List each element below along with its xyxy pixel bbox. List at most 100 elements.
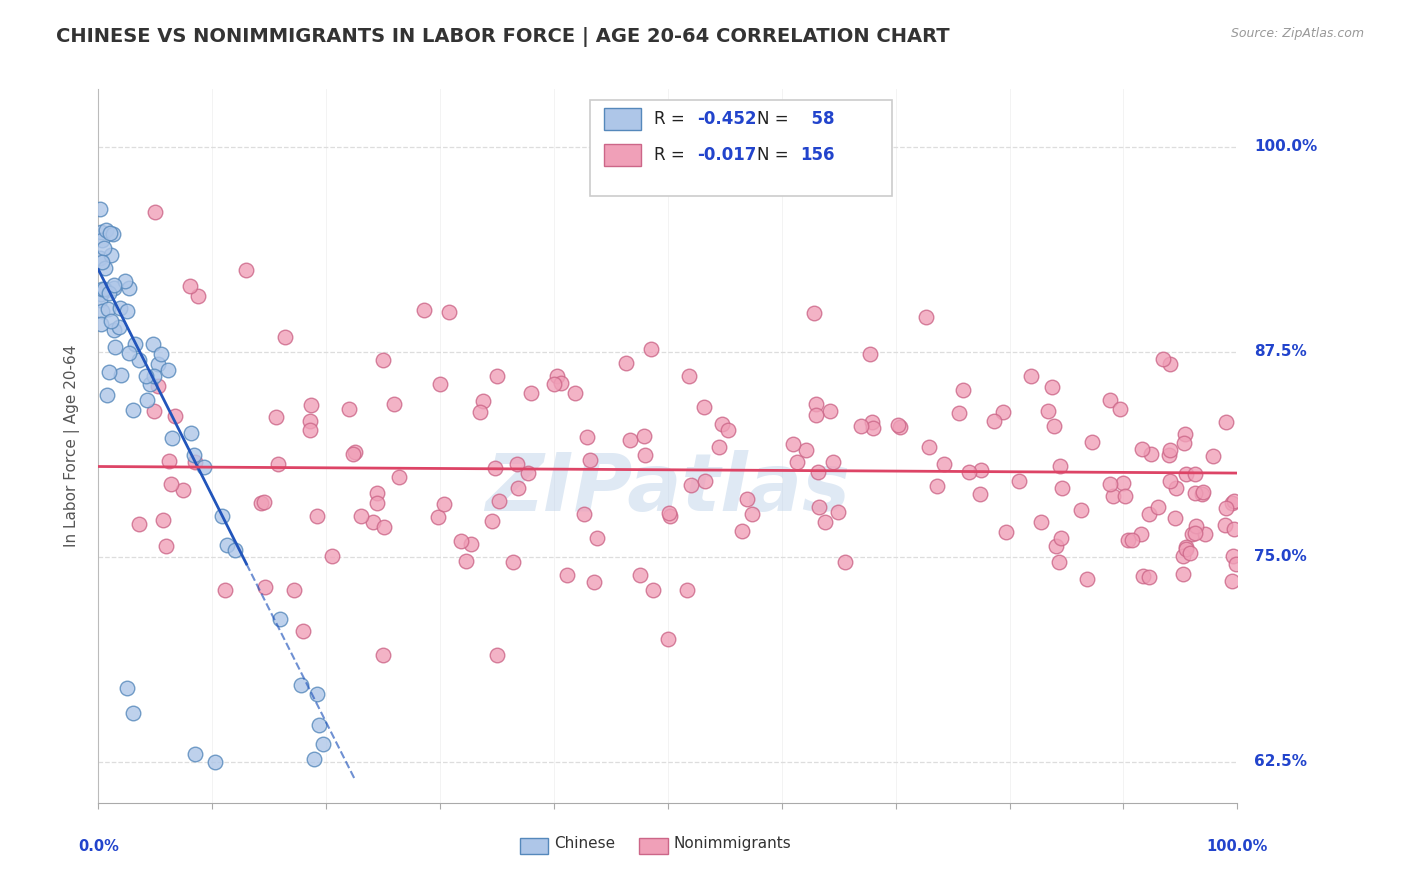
Point [426,510,449,524]
Point [859,347,882,361]
Point [643,582,665,597]
Point [619,433,641,447]
Point [862,420,884,434]
Point [162,431,184,445]
Point [827,505,849,519]
Point [586,531,609,545]
Point [1080,434,1102,449]
Point [993,405,1015,419]
Point [1184,467,1206,482]
Point [576,429,599,443]
Point [128,516,150,531]
Point [782,437,804,451]
Point [93,241,115,255]
Point [1191,485,1213,500]
Text: 100.0%: 100.0% [1254,139,1317,154]
Point [550,376,572,391]
Point [807,500,830,514]
Point [484,461,506,475]
FancyBboxPatch shape [605,145,641,166]
Point [517,467,540,481]
Point [302,751,325,765]
Point [633,428,655,442]
Point [1220,574,1243,589]
Point [366,496,388,510]
Point [1021,368,1043,383]
Point [794,442,817,457]
Point [970,463,993,477]
Point [1173,549,1195,564]
Text: -0.452: -0.452 [697,111,756,128]
Point [249,496,271,510]
Point [305,508,328,523]
Point [115,681,138,695]
Point [1185,519,1208,533]
Point [717,423,740,437]
Text: N =: N = [756,111,793,128]
Point [235,262,257,277]
Point [1159,357,1181,371]
Point [89,293,111,307]
Point [1215,500,1237,515]
Text: 0.0%: 0.0% [77,838,120,854]
Point [1099,393,1122,408]
Text: 87.5%: 87.5% [1254,344,1308,359]
Point [889,420,911,434]
Text: -0.017: -0.017 [697,146,756,164]
Point [98,366,121,380]
Point [193,459,215,474]
Point [1191,487,1213,501]
Point [887,418,910,433]
Point [994,525,1017,540]
Point [337,402,360,417]
Point [814,515,837,529]
Point [969,487,991,501]
Point [927,479,949,493]
Point [93,261,115,276]
Point [108,301,131,316]
Point [1049,459,1071,474]
Point [96,388,118,402]
Point [382,397,405,411]
Point [1222,549,1244,563]
Text: ZIPatlas: ZIPatlas [485,450,851,528]
Point [100,313,122,327]
Point [264,410,287,425]
Point [371,352,394,367]
Point [413,303,436,318]
Point [155,540,177,554]
Point [834,555,856,569]
Text: Nonimmigrants: Nonimmigrants [673,836,792,851]
Point [693,474,716,488]
Point [115,304,138,318]
Point [915,310,938,324]
Point [1130,442,1153,456]
Point [93,282,115,296]
Point [214,582,236,597]
Point [1036,404,1059,418]
Point [118,281,141,295]
Point [1159,474,1181,488]
Point [1114,489,1136,503]
Point [187,289,209,303]
Point [253,495,276,509]
Point [148,379,170,393]
Point [1159,448,1181,462]
Point [1049,531,1071,545]
Point [658,508,681,523]
Point [121,706,143,720]
Point [350,509,373,524]
Text: 62.5%: 62.5% [1254,755,1308,769]
Point [312,737,335,751]
Point [103,340,125,354]
Point [823,455,845,469]
Point [614,356,637,370]
Point [135,368,157,383]
Point [321,549,343,564]
Point [96,283,118,297]
Point [142,337,165,351]
Text: R =: R = [654,111,690,128]
Point [89,251,111,265]
Point [634,448,657,462]
Point [342,447,364,461]
